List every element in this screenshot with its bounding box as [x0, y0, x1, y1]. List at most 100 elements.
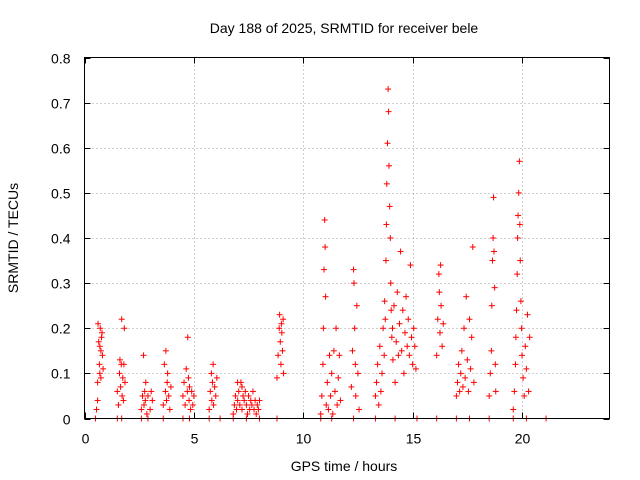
data-point — [382, 316, 389, 323]
data-point — [325, 406, 332, 413]
data-point — [381, 352, 388, 359]
data-point — [95, 338, 102, 345]
data-point — [524, 311, 531, 318]
data-point — [492, 361, 499, 368]
data-point — [322, 293, 329, 300]
data-point — [97, 374, 104, 381]
data-point — [231, 401, 238, 408]
data-point — [461, 325, 468, 332]
data-point — [356, 406, 363, 413]
data-point — [184, 334, 191, 341]
data-point — [329, 410, 336, 417]
data-point — [389, 356, 396, 363]
x-tick-label: 15 — [406, 431, 422, 447]
data-point — [525, 388, 532, 395]
data-point — [490, 235, 497, 241]
data-point — [143, 410, 150, 417]
data-point — [353, 302, 360, 309]
data-point — [470, 379, 477, 386]
data-point — [147, 406, 154, 413]
x-tick-label: 0 — [82, 431, 90, 447]
data-point — [349, 347, 356, 354]
data-point — [520, 374, 527, 381]
y-tick-label: 0 — [63, 412, 71, 428]
data-point — [142, 379, 149, 386]
data-point — [189, 401, 196, 408]
data-point — [326, 352, 333, 359]
data-point — [212, 392, 219, 399]
data-point — [187, 406, 194, 413]
data-point — [435, 271, 442, 278]
data-point — [352, 392, 359, 399]
x-tick-label: 20 — [515, 431, 531, 447]
data-point — [458, 347, 465, 354]
data-point — [337, 397, 344, 404]
data-point — [488, 347, 495, 354]
data-point — [405, 316, 412, 323]
data-point — [404, 343, 411, 350]
data-point — [322, 244, 329, 251]
data-point — [119, 392, 126, 399]
data-point — [114, 388, 121, 395]
data-point — [119, 374, 126, 381]
data-point — [517, 257, 524, 264]
data-point — [256, 397, 263, 404]
data-point — [243, 401, 250, 408]
data-point — [375, 401, 382, 408]
data-point — [97, 325, 104, 332]
x-tick-label: 10 — [296, 431, 312, 447]
data-point — [279, 347, 286, 354]
data-point — [245, 392, 252, 399]
data-point — [323, 401, 330, 408]
data-point — [456, 388, 463, 395]
data-point — [396, 320, 403, 327]
series-srmtid — [92, 86, 533, 422]
grid-lines — [84, 57, 610, 419]
data-point — [118, 316, 125, 323]
data-point — [274, 374, 280, 381]
data-point — [233, 406, 240, 413]
data-point — [489, 257, 496, 264]
data-point — [394, 289, 401, 296]
data-point — [144, 392, 151, 399]
y-tick-label: 0.1 — [51, 366, 71, 382]
data-point — [467, 365, 474, 372]
data-point — [382, 257, 389, 264]
data-point — [465, 388, 472, 395]
data-point — [348, 383, 355, 390]
data-point — [182, 401, 189, 408]
data-point — [167, 383, 174, 390]
data-point — [160, 401, 167, 408]
data-point — [377, 388, 384, 395]
data-point — [249, 388, 256, 395]
data-point — [436, 329, 443, 336]
data-point — [389, 325, 396, 332]
data-point — [351, 325, 358, 332]
data-point — [254, 401, 261, 408]
data-point — [324, 379, 331, 386]
data-point — [95, 320, 102, 327]
y-tick-label: 0.8 — [51, 51, 71, 67]
data-point — [278, 320, 285, 327]
data-point — [410, 325, 417, 332]
data-point — [516, 221, 523, 228]
data-point — [321, 216, 328, 223]
data-point — [185, 374, 192, 381]
data-point — [469, 244, 476, 251]
data-point — [514, 271, 521, 278]
data-point — [395, 352, 402, 359]
data-point — [400, 370, 407, 377]
data-point — [280, 316, 287, 323]
data-point — [411, 343, 418, 350]
data-point — [319, 361, 326, 368]
data-point — [463, 293, 470, 300]
data-point — [162, 347, 169, 354]
data-point — [209, 379, 216, 386]
data-point — [352, 361, 359, 368]
data-point — [277, 361, 284, 368]
plot-frame — [84, 57, 610, 419]
data-point — [210, 361, 217, 368]
tick-labels: 0 5 10 15 20 0 0.1 0.2 0.3 0.4 0.5 0.6 0.7 0.8 — [51, 51, 530, 447]
data-point — [190, 392, 197, 399]
data-point — [179, 392, 186, 399]
